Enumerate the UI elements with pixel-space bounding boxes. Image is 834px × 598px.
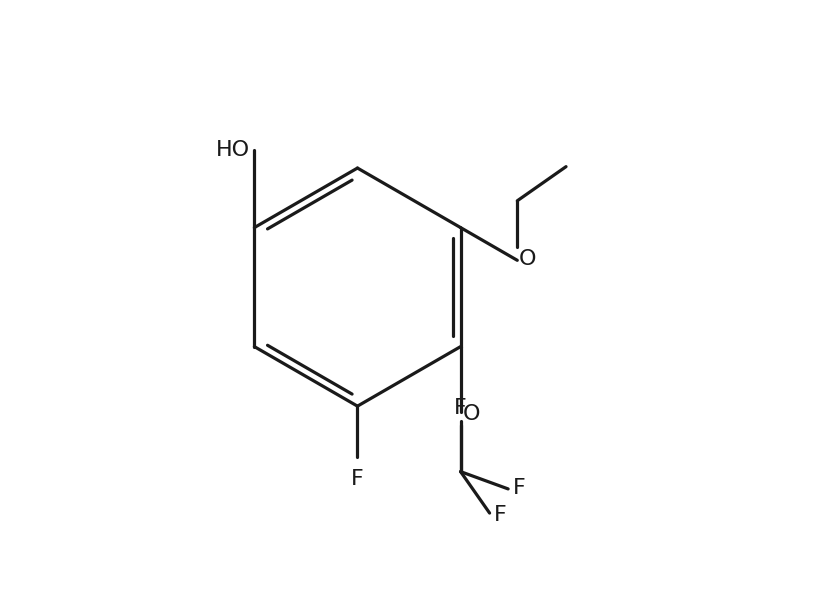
Text: HO: HO — [215, 140, 249, 160]
Text: F: F — [351, 469, 364, 489]
Text: O: O — [462, 404, 480, 424]
Text: F: F — [513, 478, 525, 498]
Text: F: F — [495, 505, 507, 525]
Text: F: F — [455, 398, 467, 418]
Text: O: O — [519, 249, 536, 269]
